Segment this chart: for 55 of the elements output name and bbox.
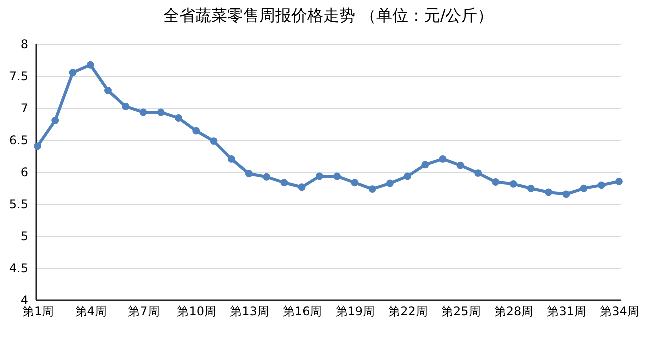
x-tick-label: 第13周 — [230, 304, 270, 318]
y-tick-label: 7.5 — [9, 70, 28, 84]
point — [439, 156, 447, 163]
point — [104, 87, 112, 94]
point — [580, 184, 588, 192]
y-tick-label: 7 — [20, 102, 28, 116]
point — [157, 108, 165, 116]
point — [86, 61, 94, 69]
y-tick-label: 6 — [20, 166, 28, 180]
point — [34, 142, 42, 150]
point — [228, 156, 236, 163]
x-tick-label: 第10周 — [177, 304, 216, 318]
point — [52, 117, 60, 124]
point — [492, 178, 500, 186]
x-tick-label: 第34周 — [600, 304, 640, 318]
point — [545, 188, 552, 196]
point — [298, 184, 306, 192]
point — [510, 180, 518, 188]
x-tick-label: 第28周 — [494, 304, 534, 318]
x-tick-label: 第1周 — [22, 304, 54, 318]
point — [192, 127, 200, 135]
x-tick-label: 第31周 — [547, 304, 587, 318]
point — [334, 172, 342, 180]
point — [456, 162, 464, 170]
point — [140, 108, 148, 116]
x-tick-label: 第22周 — [388, 304, 428, 318]
x-tick-label: 第19周 — [336, 304, 376, 318]
point — [598, 182, 606, 190]
point — [175, 114, 182, 122]
point — [246, 170, 253, 178]
x-tick-label: 第7周 — [128, 304, 160, 318]
y-tick-label: 4.5 — [9, 262, 28, 276]
point — [351, 179, 359, 187]
x-tick-label: 第25周 — [442, 304, 481, 318]
point — [69, 69, 77, 76]
point — [280, 179, 288, 187]
point — [210, 138, 218, 145]
point — [616, 178, 623, 186]
y-tick-label: 5.5 — [9, 198, 28, 212]
point — [368, 186, 376, 193]
y-tick-label: 5 — [20, 230, 28, 244]
point — [122, 103, 130, 110]
point — [386, 180, 394, 188]
y-tick-label: 8 — [20, 38, 28, 52]
point — [263, 173, 271, 181]
point — [562, 190, 570, 198]
x-tick-label: 第4周 — [75, 304, 107, 318]
point — [474, 170, 482, 177]
point — [404, 172, 412, 180]
x-tick-label: 第16周 — [282, 304, 322, 318]
y-tick-label: 6.5 — [9, 134, 28, 148]
point — [527, 184, 535, 192]
chart-title: 全省蔬菜零售周报价格走势 （单位：元/公斤） — [163, 6, 494, 25]
point — [422, 161, 430, 169]
point — [316, 172, 324, 180]
